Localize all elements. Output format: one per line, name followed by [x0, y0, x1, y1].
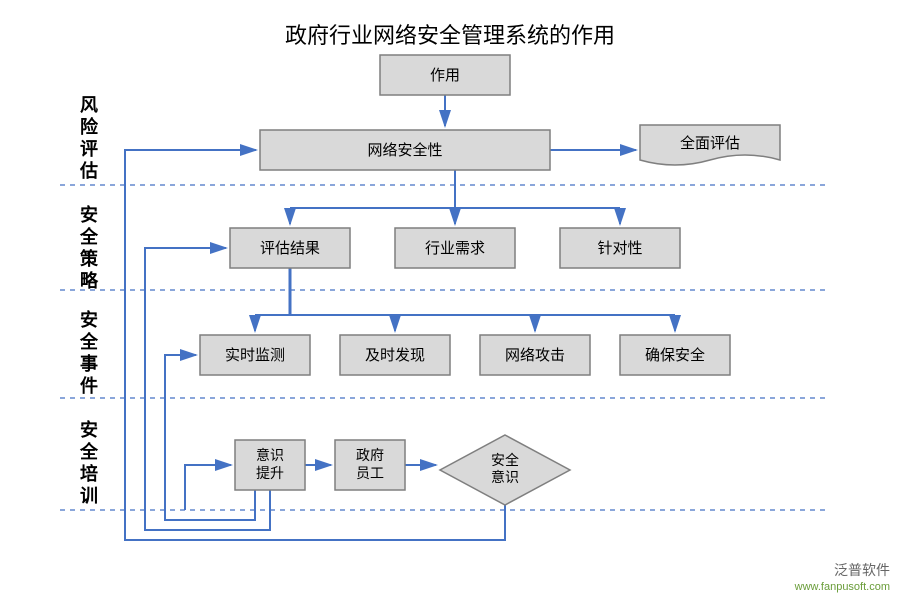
node-discover: 及时发现: [340, 335, 450, 375]
edge-feedback-4: [185, 465, 231, 510]
node-staff: 政府 员工: [335, 440, 405, 490]
svg-text:针对性: 针对性: [597, 240, 642, 257]
svg-text:作用: 作用: [430, 67, 460, 84]
node-monitor: 实时监测: [200, 335, 310, 375]
node-awareness: 意识 提升: [235, 440, 305, 490]
watermark: 泛普软件 www.fanpusoft.com: [795, 562, 890, 594]
watermark-brand: 泛普软件: [834, 562, 890, 578]
svg-text:政府: 政府: [356, 447, 384, 463]
flowchart-svg: 作用 网络安全性 全面评估 评估结果 行业需求 针对性 实时监测 及时发现 网络…: [0, 0, 900, 600]
svg-text:意识: 意识: [256, 447, 284, 463]
svg-text:实时监测: 实时监测: [225, 347, 285, 364]
svg-text:提升: 提升: [256, 465, 284, 481]
node-secure: 确保安全: [620, 335, 730, 375]
svg-text:及时发现: 及时发现: [365, 347, 425, 364]
svg-text:行业需求: 行业需求: [425, 240, 485, 257]
node-netsec: 网络安全性: [260, 130, 550, 170]
node-fulleval: 全面评估: [640, 125, 780, 165]
node-eval: 评估结果: [230, 228, 350, 268]
svg-text:评估结果: 评估结果: [260, 240, 320, 257]
svg-text:全面评估: 全面评估: [680, 134, 740, 152]
node-target: 针对性: [560, 228, 680, 268]
svg-text:安全: 安全: [491, 452, 519, 468]
svg-text:网络攻击: 网络攻击: [505, 347, 565, 364]
node-attack: 网络攻击: [480, 335, 590, 375]
svg-text:确保安全: 确保安全: [645, 346, 705, 364]
watermark-url: www.fanpusoft.com: [795, 581, 890, 593]
svg-text:员工: 员工: [356, 465, 384, 481]
node-secaware: 安全 意识: [440, 435, 570, 505]
svg-text:意识: 意识: [491, 469, 519, 485]
svg-text:网络安全性: 网络安全性: [367, 141, 442, 159]
node-industry: 行业需求: [395, 228, 515, 268]
edge-feedback-3: [165, 355, 255, 520]
node-root: 作用: [380, 55, 510, 95]
